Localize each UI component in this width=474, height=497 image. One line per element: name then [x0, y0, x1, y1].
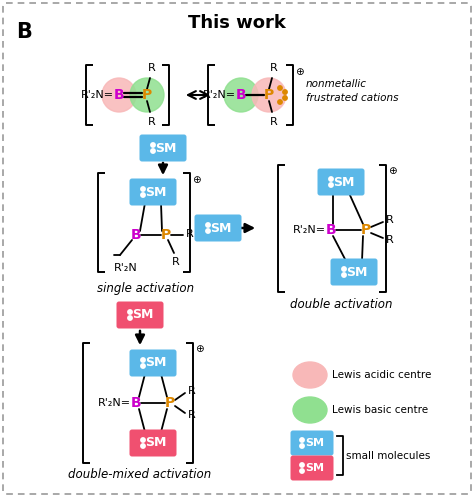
- Circle shape: [252, 78, 286, 112]
- Ellipse shape: [293, 362, 327, 388]
- Text: B: B: [131, 396, 141, 410]
- FancyBboxPatch shape: [129, 349, 176, 377]
- FancyBboxPatch shape: [117, 302, 164, 329]
- Text: P: P: [264, 88, 274, 102]
- Text: R: R: [386, 235, 394, 245]
- Circle shape: [151, 149, 155, 153]
- FancyBboxPatch shape: [291, 430, 334, 455]
- Circle shape: [329, 177, 333, 181]
- Text: R: R: [270, 63, 278, 73]
- Circle shape: [141, 438, 145, 442]
- Text: R: R: [148, 63, 156, 73]
- Text: R: R: [172, 257, 180, 267]
- Circle shape: [342, 273, 346, 277]
- Circle shape: [329, 183, 333, 187]
- Circle shape: [278, 86, 282, 90]
- Circle shape: [128, 316, 132, 320]
- Circle shape: [224, 78, 258, 112]
- Text: R: R: [188, 410, 196, 420]
- Text: P: P: [161, 228, 171, 242]
- Text: P: P: [165, 396, 175, 410]
- Circle shape: [300, 463, 304, 467]
- Text: ⊕: ⊕: [192, 175, 201, 185]
- Text: B: B: [131, 228, 141, 242]
- Circle shape: [278, 100, 282, 104]
- FancyBboxPatch shape: [291, 455, 334, 481]
- Text: R: R: [270, 117, 278, 127]
- Circle shape: [151, 143, 155, 147]
- Text: R: R: [188, 386, 196, 396]
- Text: R: R: [148, 117, 156, 127]
- Text: This work: This work: [188, 14, 286, 32]
- Text: Lewis acidic centre: Lewis acidic centre: [332, 370, 431, 380]
- Circle shape: [141, 187, 145, 191]
- FancyBboxPatch shape: [194, 215, 241, 242]
- Text: ⊕: ⊕: [295, 67, 304, 77]
- Text: B: B: [16, 22, 32, 42]
- Circle shape: [283, 96, 287, 100]
- Text: R'₂N=: R'₂N=: [203, 90, 236, 100]
- Text: small molecules: small molecules: [346, 451, 430, 461]
- Circle shape: [300, 444, 304, 448]
- Text: R'₂N: R'₂N: [114, 263, 138, 273]
- Text: SM: SM: [306, 438, 325, 448]
- Text: P: P: [361, 223, 371, 237]
- Text: R'₂N=: R'₂N=: [81, 90, 114, 100]
- FancyBboxPatch shape: [330, 258, 377, 285]
- Text: double-mixed activation: double-mixed activation: [68, 468, 211, 481]
- Text: R'₂N=: R'₂N=: [293, 225, 326, 235]
- Circle shape: [128, 310, 132, 314]
- Text: SM: SM: [146, 436, 167, 449]
- Circle shape: [141, 358, 145, 362]
- Text: R: R: [386, 215, 394, 225]
- Text: SM: SM: [306, 463, 325, 473]
- Circle shape: [206, 223, 210, 227]
- FancyBboxPatch shape: [129, 178, 176, 205]
- Text: R: R: [186, 229, 194, 239]
- Text: B: B: [236, 88, 246, 102]
- FancyBboxPatch shape: [318, 168, 365, 195]
- Text: SM: SM: [210, 222, 232, 235]
- Text: SM: SM: [132, 309, 154, 322]
- Text: double activation: double activation: [290, 298, 392, 311]
- Circle shape: [141, 193, 145, 197]
- Text: nonmetallic
frustrated cations: nonmetallic frustrated cations: [306, 79, 399, 103]
- Text: ⊕: ⊕: [195, 344, 204, 354]
- Circle shape: [206, 229, 210, 233]
- Text: SM: SM: [146, 356, 167, 369]
- Text: SM: SM: [346, 265, 368, 278]
- Circle shape: [141, 364, 145, 368]
- Ellipse shape: [293, 397, 327, 423]
- Text: R'₂N=: R'₂N=: [98, 398, 131, 408]
- Circle shape: [342, 267, 346, 271]
- Text: single activation: single activation: [98, 282, 194, 295]
- Text: B: B: [326, 223, 337, 237]
- Text: SM: SM: [146, 185, 167, 198]
- Text: ⊕: ⊕: [388, 166, 397, 176]
- Circle shape: [283, 90, 287, 94]
- FancyBboxPatch shape: [139, 135, 186, 162]
- Text: P: P: [142, 88, 152, 102]
- Circle shape: [300, 469, 304, 473]
- FancyBboxPatch shape: [129, 429, 176, 457]
- Text: SM: SM: [333, 175, 355, 188]
- Circle shape: [300, 438, 304, 442]
- Text: Lewis basic centre: Lewis basic centre: [332, 405, 428, 415]
- Text: B: B: [114, 88, 124, 102]
- Circle shape: [141, 444, 145, 448]
- Text: SM: SM: [155, 142, 177, 155]
- Circle shape: [130, 78, 164, 112]
- Circle shape: [102, 78, 136, 112]
